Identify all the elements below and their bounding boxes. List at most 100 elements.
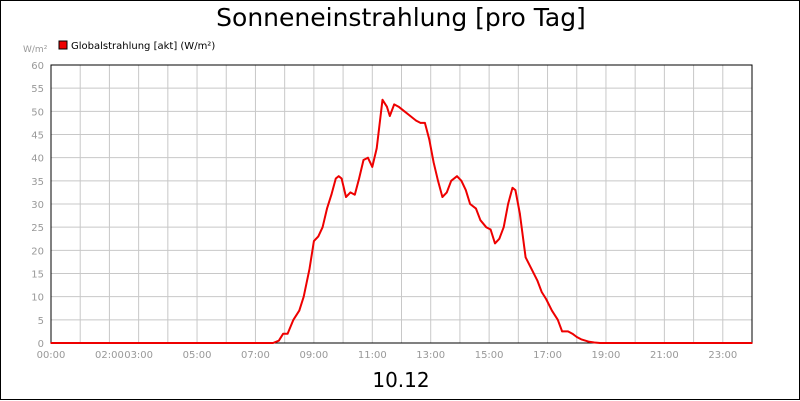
data-point [334, 177, 337, 180]
data-point [393, 103, 395, 106]
data-point [397, 105, 400, 108]
data-point [561, 330, 563, 333]
x-tick-label: 07:00 [241, 350, 270, 361]
y-tick-label: 30 [31, 200, 44, 211]
chart-title: Sonneneinstrahlung [pro Tag] [216, 3, 586, 32]
data-point [507, 203, 509, 205]
x-tick-label: 11:00 [358, 350, 387, 361]
data-point [571, 332, 574, 335]
x-tick-label: 13:00 [416, 350, 445, 361]
x-axis-label: 10.12 [372, 368, 430, 392]
y-tick-label: 5 [38, 316, 44, 327]
legend-label: Globalstrahlung [akt] (W/m²) [71, 41, 215, 52]
data-point [362, 159, 365, 161]
data-point [479, 219, 482, 222]
data-point [599, 342, 601, 344]
data-point [587, 340, 590, 343]
x-tick-label: 00:00 [37, 350, 66, 361]
data-point [545, 298, 547, 300]
y-tick-label: 15 [31, 270, 44, 281]
data-point [375, 147, 378, 150]
x-tick-label: 15:00 [475, 350, 504, 361]
y-tick-label: 25 [31, 223, 44, 234]
data-point [580, 338, 582, 341]
data-point [450, 180, 452, 182]
data-point [419, 122, 422, 124]
data-point [367, 156, 369, 159]
data-point [485, 226, 488, 228]
data-point [415, 119, 417, 122]
data-point [349, 191, 352, 194]
data-point [556, 319, 559, 321]
data-point [272, 342, 274, 344]
y-tick-label: 55 [31, 84, 44, 95]
data-point [498, 237, 501, 240]
data-point [286, 332, 289, 335]
x-tick-label: 03:00 [124, 350, 153, 361]
x-tick-label: 21:00 [650, 350, 679, 361]
data-point [321, 226, 324, 228]
y-axis-unit: W/m² [23, 45, 48, 55]
data-point [494, 242, 496, 245]
y-tick-label: 20 [31, 246, 44, 257]
legend-swatch [58, 40, 68, 50]
data-point [424, 122, 426, 124]
y-tick-label: 35 [31, 177, 44, 188]
data-point [353, 193, 356, 196]
data-point [511, 186, 514, 189]
data-point [502, 226, 505, 228]
data-point [403, 110, 406, 113]
series-line [51, 98, 752, 344]
data-point [593, 341, 596, 344]
data-point [445, 191, 448, 194]
data-point [441, 196, 444, 198]
data-point [317, 235, 320, 238]
data-point [464, 189, 467, 191]
data-point [551, 309, 553, 312]
data-point [518, 212, 521, 215]
x-tick-label: 02:00 [95, 350, 124, 361]
data-point [345, 196, 347, 198]
data-point [456, 175, 458, 177]
data-point [575, 336, 578, 338]
data-point [751, 342, 753, 344]
data-point [282, 332, 285, 335]
data-point [530, 268, 533, 270]
data-point [567, 330, 569, 333]
data-point [540, 291, 543, 293]
x-tick-label: 05:00 [183, 350, 212, 361]
y-tick-label: 10 [31, 293, 44, 304]
data-point [524, 256, 527, 259]
data-point [337, 175, 340, 177]
y-tick-label: 40 [31, 154, 44, 165]
y-tick-label: 0 [38, 339, 44, 350]
data-point [536, 279, 539, 282]
data-point [330, 193, 333, 196]
data-point [428, 138, 431, 140]
x-tick-label: 23:00 [708, 350, 737, 361]
data-point [389, 115, 391, 117]
x-tick-label: 19:00 [592, 350, 621, 361]
data-point [50, 342, 52, 344]
data-point [292, 319, 295, 321]
x-tick-label: 17:00 [533, 350, 562, 361]
data-point [381, 98, 384, 101]
data-point [326, 207, 328, 210]
data-point [298, 309, 301, 312]
data-point [489, 228, 492, 231]
x-tick-label: 09:00 [299, 350, 328, 361]
data-point [313, 240, 315, 242]
data-point [460, 180, 463, 182]
data-point [437, 180, 439, 182]
data-point [409, 115, 412, 117]
data-point [514, 189, 517, 191]
data-point [469, 203, 471, 205]
y-tick-label: 50 [31, 107, 44, 118]
y-tick-label: 45 [31, 131, 44, 142]
data-point [278, 339, 280, 342]
plot-border [50, 64, 753, 344]
data-point [308, 268, 311, 270]
data-point [358, 177, 360, 180]
